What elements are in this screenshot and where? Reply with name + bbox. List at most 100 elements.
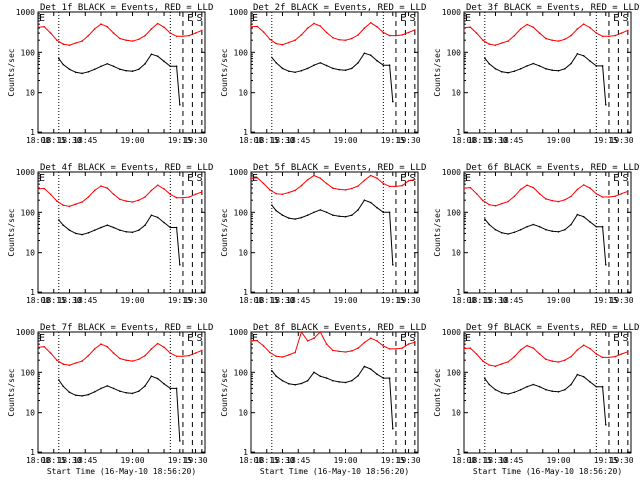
data-point	[281, 43, 284, 46]
data-point	[275, 62, 277, 64]
event-marker: E	[252, 173, 258, 184]
x-tick-label: 19:30	[397, 456, 421, 465]
data-point	[369, 22, 372, 24]
data-point	[538, 385, 541, 388]
data-point	[582, 23, 585, 25]
x-tick-label: 19:00	[546, 296, 570, 305]
data-point	[484, 218, 486, 220]
data-point	[595, 353, 598, 355]
data-point	[294, 384, 296, 386]
data-point	[494, 365, 497, 367]
data-point	[388, 348, 391, 350]
event-marker: E	[400, 333, 406, 344]
data-point	[532, 186, 535, 189]
data-point	[179, 264, 181, 266]
x-tick-label: 18:30	[57, 296, 81, 305]
event-marker: S	[410, 173, 416, 184]
data-point	[595, 385, 598, 388]
events-series	[271, 365, 394, 430]
x-tick-label: 19:15	[594, 456, 618, 465]
event-marker: E	[465, 333, 471, 344]
plot-frame	[463, 171, 632, 294]
data-point	[262, 345, 265, 347]
data-point	[605, 424, 607, 426]
data-point	[262, 182, 265, 185]
data-point	[545, 68, 547, 70]
x-tick-label: 18:30	[270, 456, 294, 465]
x-tick-label: 18:15	[42, 136, 66, 145]
data-point	[313, 22, 315, 25]
data-point	[344, 189, 347, 191]
data-point	[131, 231, 134, 234]
y-tick-label: 10	[238, 89, 248, 98]
data-point	[369, 174, 372, 177]
data-point	[363, 52, 366, 54]
data-point	[156, 216, 159, 219]
lld-series	[463, 344, 629, 367]
data-point	[484, 377, 486, 380]
data-point	[407, 343, 410, 345]
data-point	[271, 204, 273, 206]
data-point	[150, 348, 153, 350]
data-point	[119, 68, 121, 71]
x-tick-label: 18:00	[26, 136, 50, 145]
x-tick-label: 18:45	[73, 136, 97, 145]
data-point	[300, 331, 303, 333]
data-point	[169, 193, 172, 196]
y-tick-label: 100	[21, 368, 36, 377]
data-point	[288, 191, 290, 194]
data-point	[87, 34, 90, 37]
data-point	[538, 353, 541, 355]
data-point	[608, 35, 610, 38]
data-point	[589, 26, 591, 29]
x-tick-label: 18:15	[255, 456, 279, 465]
data-point	[570, 223, 572, 226]
data-point	[576, 349, 579, 351]
data-point	[351, 379, 353, 382]
chart-title: Det 6f BLACK = Events, RED = LLD	[466, 163, 639, 173]
data-point	[557, 391, 560, 393]
data-point	[163, 188, 165, 190]
data-point	[376, 26, 378, 28]
data-point	[538, 225, 541, 228]
data-point	[100, 23, 102, 25]
data-point	[150, 28, 153, 30]
data-point	[538, 32, 541, 34]
data-point	[300, 382, 303, 385]
x-tick-label: 18:15	[468, 136, 492, 145]
data-point	[414, 341, 416, 343]
data-point	[564, 359, 566, 361]
data-point	[288, 70, 290, 72]
data-point	[163, 60, 165, 63]
data-point	[351, 37, 353, 40]
y-tick-label: 1	[243, 288, 248, 297]
x-tick-label: 18:30	[483, 296, 507, 305]
x-axis-label: Start Time (16-May-10 18:56:20)	[473, 467, 622, 476]
data-point	[627, 29, 629, 32]
data-point	[469, 26, 472, 29]
data-point	[414, 29, 416, 31]
lld-series	[37, 184, 203, 208]
data-point	[169, 65, 172, 68]
data-point	[570, 34, 572, 37]
series-line	[250, 174, 415, 195]
data-point	[357, 347, 359, 349]
data-point	[363, 179, 366, 182]
data-point	[201, 29, 203, 32]
lld-series	[250, 22, 416, 46]
y-tick-label: 1	[243, 448, 248, 457]
data-point	[532, 347, 535, 349]
data-point	[344, 69, 347, 71]
data-point	[175, 226, 178, 229]
data-point	[564, 38, 566, 41]
x-tick-label: 18:30	[270, 136, 294, 145]
data-point	[106, 63, 109, 65]
event-marker: S	[197, 333, 203, 344]
y-tick-label: 1000	[16, 8, 35, 17]
data-point	[68, 229, 71, 231]
data-point	[275, 355, 277, 358]
data-point	[262, 31, 265, 33]
data-point	[369, 54, 372, 56]
data-point	[369, 201, 372, 204]
series-line	[37, 342, 202, 366]
